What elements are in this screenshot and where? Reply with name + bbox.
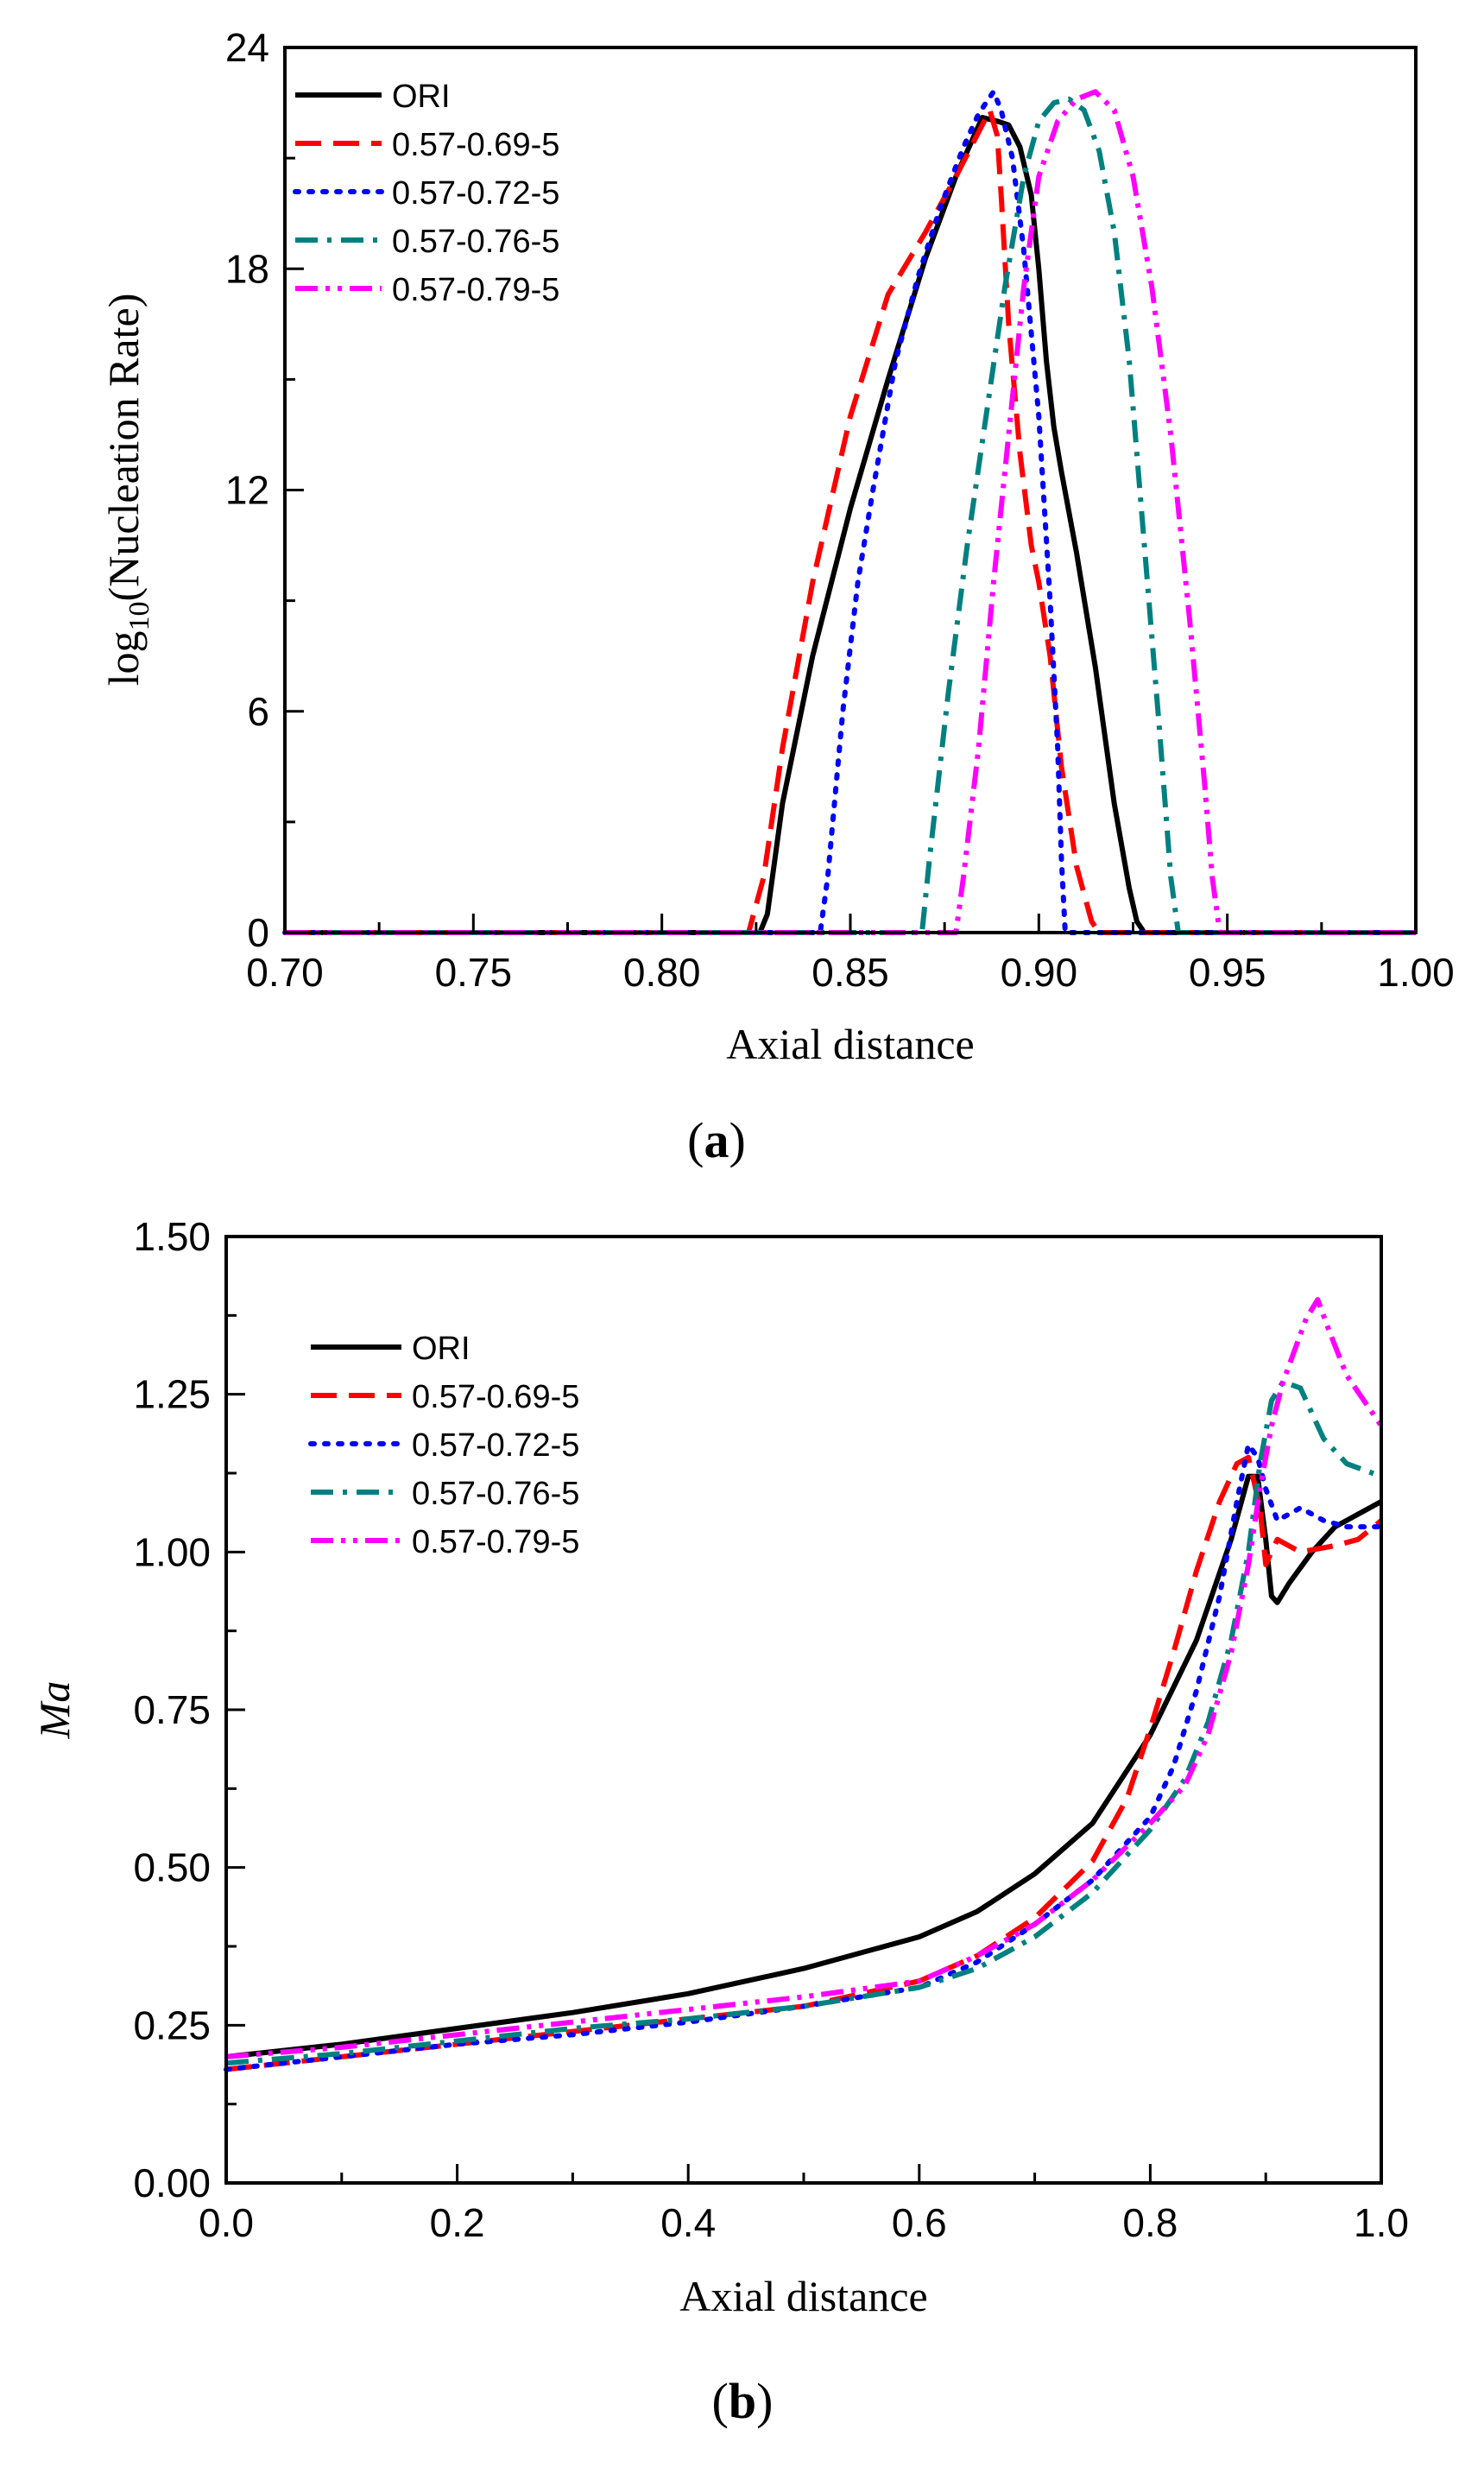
panel-a-x-axis-title: Axial distance (726, 1020, 974, 1068)
panel-b-caption-open: ( (712, 2373, 729, 2429)
panel-a-x-tick-label: 1.00 (1377, 950, 1455, 995)
panel-a-legend-label-2: 0.57-0.72-5 (392, 175, 559, 212)
panel-a-legend-label-0: ORI (392, 79, 451, 115)
panel-b-x-axis-title: Axial distance (679, 2272, 927, 2320)
panel-b-x-tick-label: 0.6 (892, 2200, 947, 2245)
panel-b-y-tick-label: 0.00 (133, 2161, 211, 2205)
panel-a-series-2 (282, 89, 1418, 935)
panel-a-x-tick-label: 0.95 (1189, 950, 1266, 995)
panel-b-legend-label-0: ORI (412, 1331, 470, 1367)
panel-b-x-tick-label: 0.2 (430, 2200, 485, 2245)
panel-a-y-axis-title: log10(Nucleation Rate) (99, 294, 155, 686)
panel-b-legend-label-4: 0.57-0.79-5 (412, 1524, 579, 1560)
panel-b-legend: ORI 0.57-0.69-5 0.57-0.72-5 0.57-0.76-5 0.57… (308, 1331, 579, 1560)
panel-b-y-tick-label: 0.75 (133, 1687, 211, 1732)
panel-b-x-tick-label: 0.4 (660, 2200, 716, 2245)
panel-b-caption-close: ) (756, 2373, 773, 2429)
panel-a-ticks: 0.70 0.75 0.80 0.85 0.90 0.95 1.00 0 6 12 18 24 (225, 25, 1455, 995)
panel-b-plot-lines (224, 1297, 1384, 2072)
panel-a-y-title-log: log (99, 630, 148, 686)
panel-b-y-tick-label: 1.50 (133, 1214, 211, 1259)
panel-a-caption: (a) (687, 1112, 746, 1168)
panel-b-series-3 (225, 1379, 1383, 2066)
panel-a-x-tick-label: 0.90 (1001, 950, 1078, 995)
panel-b-series-4 (225, 1297, 1384, 2059)
panel-a-caption-open: ( (687, 1112, 704, 1168)
panel-a-x-tick-label: 0.80 (623, 950, 701, 995)
panel-b-x-tick-label: 0.8 (1122, 2200, 1178, 2245)
panel-a-caption-letter: a (704, 1112, 729, 1168)
panel-a-caption-close: ) (729, 1112, 746, 1168)
panel-a-y-tick-label: 12 (225, 468, 269, 513)
panel-a-y-tick-label: 18 (225, 246, 269, 291)
panel-a-x-tick-label: 0.75 (435, 950, 513, 995)
panel-b-legend-label-1: 0.57-0.69-5 (412, 1379, 579, 1415)
panel-a-x-tick-label: 0.70 (246, 950, 324, 995)
panel-b-y-tick-label: 1.00 (133, 1529, 211, 1574)
panel-b-legend-label-2: 0.57-0.72-5 (412, 1427, 579, 1464)
panel-b-y-tick-label: 0.50 (133, 1845, 211, 1890)
panel-a-y-tick-label: 0 (247, 910, 269, 955)
panel-a-series-3 (285, 96, 1416, 935)
panel-b-y-tick-label: 0.25 (133, 2002, 211, 2047)
panel-a-y-title-subscript: 10 (123, 601, 155, 630)
panel-a-legend-label-1: 0.57-0.69-5 (392, 127, 559, 163)
panel-b-y-tick-label: 1.25 (133, 1372, 211, 1417)
panel-b-ticks: 0.0 0.2 0.4 0.6 0.8 1.0 0.00 0.25 0.50 0.75 1.00 1.… (133, 1214, 1409, 2245)
panel-b-y-axis-title: Ma (30, 1681, 79, 1740)
panel-a-legend: ORI 0.57-0.69-5 0.57-0.72-5 0.57-0.76-5 0.57… (293, 79, 559, 308)
panel-b-x-tick-label: 0.0 (199, 2200, 254, 2245)
panel-a-series-1 (285, 107, 1416, 935)
panel-a-y-title-rest: (Nucleation Rate) (99, 294, 148, 602)
panel-a-y-tick-label: 24 (225, 25, 269, 70)
panel-b-series-0 (225, 1473, 1383, 2059)
panel-a-series-4 (285, 89, 1416, 935)
panel-b-x-tick-label: 1.0 (1354, 2200, 1409, 2245)
panel-a-chart: 0.70 0.75 0.80 0.85 0.90 0.95 1.00 0 6 12 18 24 Axi… (99, 25, 1455, 1168)
panel-a-x-tick-label: 0.85 (811, 950, 889, 995)
panel-a-plot-lines (282, 89, 1418, 935)
panel-a-legend-label-3: 0.57-0.76-5 (392, 224, 559, 260)
panel-b-series-1 (225, 1454, 1383, 2072)
panel-b-legend-label-3: 0.57-0.76-5 (412, 1476, 579, 1512)
panel-b-caption: (b) (712, 2373, 774, 2429)
panel-a-legend-label-4: 0.57-0.79-5 (392, 272, 559, 308)
panel-a-y-tick-label: 6 (247, 689, 269, 734)
panel-b-series-2 (224, 1442, 1384, 2072)
panel-b-chart: 0.0 0.2 0.4 0.6 0.8 1.0 0.00 0.25 0.50 0.75 1.00 1.… (30, 1214, 1409, 2429)
panel-a-series-0 (285, 115, 1416, 935)
panel-b-caption-letter: b (729, 2373, 756, 2429)
